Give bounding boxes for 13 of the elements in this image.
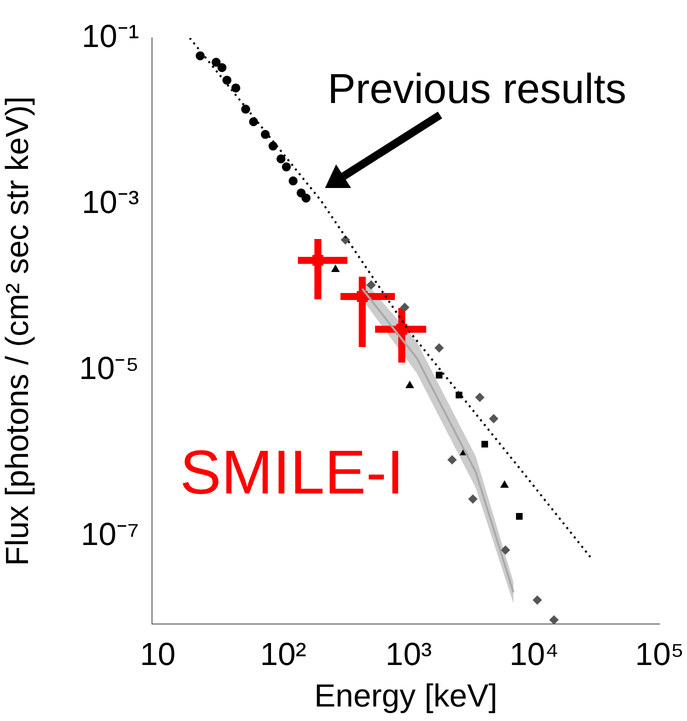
y-tick-label: 10⁻¹ xyxy=(82,18,139,54)
x-tick-label: 10⁵ xyxy=(635,636,684,672)
x-tick-label: 10⁴ xyxy=(509,636,559,672)
series-label: SMILE-I xyxy=(180,438,404,508)
x-tick-label: 10 xyxy=(140,636,176,672)
annotation: Previous results xyxy=(328,65,626,112)
y-tick-label: 10⁻³ xyxy=(82,184,140,220)
x-axis-title: Energy [keV] xyxy=(314,678,498,714)
x-tick-label: 10² xyxy=(260,636,307,672)
y-tick-label: 10⁻⁵ xyxy=(79,350,139,386)
x-tick-label: 10³ xyxy=(386,636,432,672)
y-tick-label: 10⁻⁷ xyxy=(80,516,139,552)
y-axis-title: Flux [photons / (cm² sec str keV)] xyxy=(0,96,36,566)
